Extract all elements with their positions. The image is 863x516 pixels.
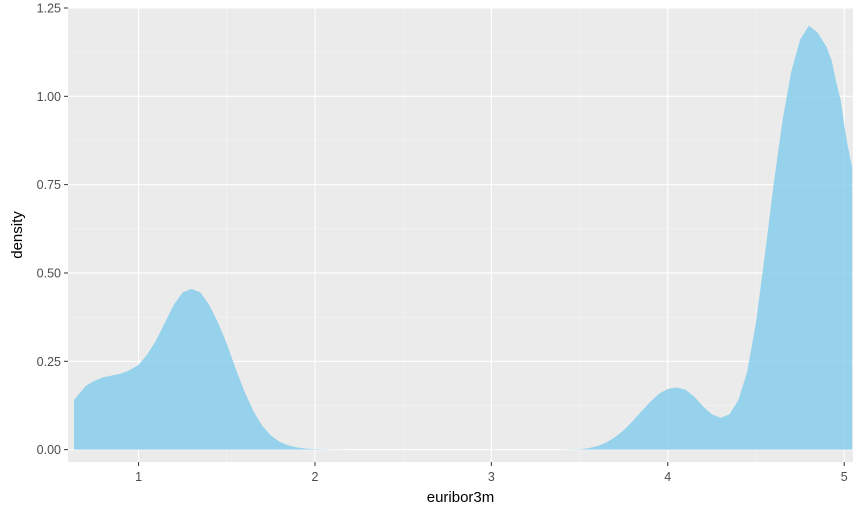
y-tick-label: 0.75 (37, 178, 61, 192)
x-tick-label: 3 (488, 470, 495, 484)
y-tick-label: 1.00 (37, 90, 61, 104)
y-tick-label: 0.00 (37, 443, 61, 457)
density-area-0 (74, 25, 853, 450)
y-tick-label: 0.25 (37, 355, 61, 369)
x-tick-label: 5 (841, 470, 848, 484)
grid-minor (68, 8, 853, 462)
y-tick-label: 0.50 (37, 266, 61, 280)
x-axis-title: euribor3m (427, 489, 495, 506)
x-axis: 1 2 3 4 5 (135, 462, 848, 484)
y-axis: 0.00 0.25 0.50 0.75 1.00 1.25 (37, 2, 68, 457)
series-layer (74, 25, 853, 450)
x-tick-label: 1 (135, 470, 142, 484)
y-tick-label: 1.25 (37, 2, 61, 16)
x-tick-label: 4 (664, 470, 671, 484)
x-tick-label: 2 (311, 470, 318, 484)
y-axis-title: density (9, 211, 26, 259)
